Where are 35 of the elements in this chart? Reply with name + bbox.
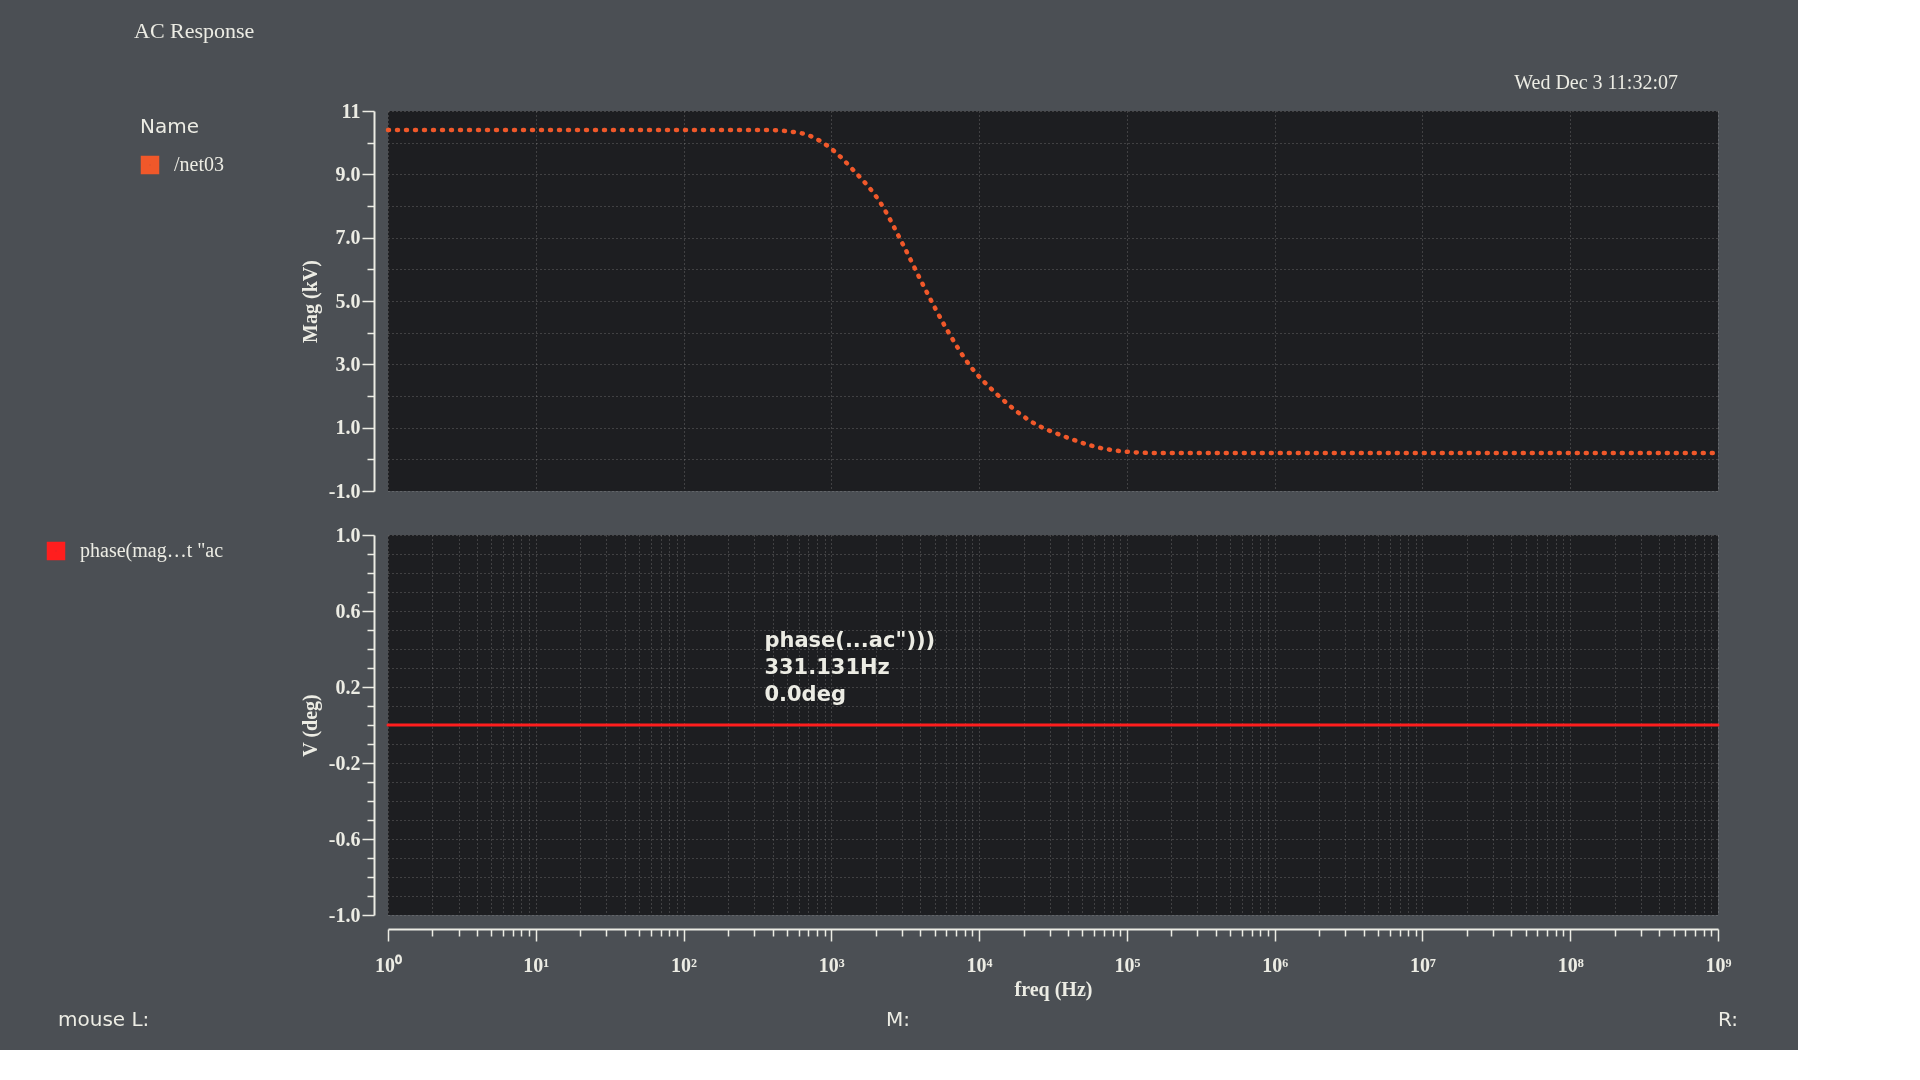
y-tick-label: -0.2 xyxy=(328,751,361,774)
legend-title: Name xyxy=(140,114,200,138)
text: R: xyxy=(1717,1007,1738,1031)
y-tick-label: 0.6 xyxy=(335,599,361,622)
x-tick-label: 10⁴ xyxy=(966,953,993,976)
y-tick-label: 9.0 xyxy=(335,162,361,185)
y-tick-label: 7.0 xyxy=(335,226,361,249)
y-tick-label: 1.0 xyxy=(335,416,361,439)
text: mouse L: xyxy=(58,1007,150,1031)
y-tick-label: 3.0 xyxy=(335,352,361,375)
y-tick-label: 0.2 xyxy=(335,675,361,698)
text: AC Response xyxy=(134,18,255,43)
y-tick-label: -1.0 xyxy=(328,479,361,502)
x-tick-label: 10⁶ xyxy=(1262,953,1289,976)
y-tick-label: 5.0 xyxy=(335,289,361,312)
x-tick-label: 10⁸ xyxy=(1557,953,1584,976)
x-tick-label: 10⁹ xyxy=(1705,953,1732,976)
x-tick-label: 10⁰ xyxy=(375,953,402,976)
x-tick-label: 10⁷ xyxy=(1409,953,1436,976)
x-axis-title: freq (Hz) xyxy=(1014,977,1093,1001)
annotation: phase(...ac"))) 331.131Hz 0.0deg xyxy=(764,628,936,706)
text: M: xyxy=(886,1007,910,1031)
y-tick-label: -1.0 xyxy=(328,903,361,926)
text: Wed Dec 3 11:32:07 xyxy=(1514,71,1678,93)
y-tick-label: 1.0 xyxy=(335,523,361,546)
x-tick-label: 10² xyxy=(671,953,698,976)
y-tick-label: -0.6 xyxy=(328,827,361,850)
x-tick-label: 10³ xyxy=(818,953,845,976)
y-axis-title: Mag (kV) xyxy=(298,260,322,343)
x-tick-label: 10⁵ xyxy=(1114,953,1141,976)
y-axis-title: V (deg) xyxy=(298,694,322,757)
x-tick-label: 10¹ xyxy=(523,953,550,976)
y-tick-label: 11 xyxy=(341,99,361,122)
legend-label: /net03 xyxy=(174,153,224,175)
legend-label: phase(mag…t "ac xyxy=(80,539,224,562)
